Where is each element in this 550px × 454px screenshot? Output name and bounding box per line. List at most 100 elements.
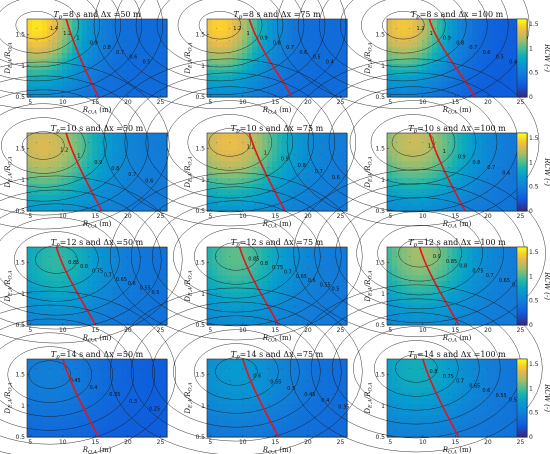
heatmap-cell <box>152 194 158 201</box>
heatmap-cell <box>162 58 168 65</box>
sample-dot <box>88 191 90 193</box>
heatmap-cell <box>222 52 228 59</box>
heatmap-cell <box>152 409 158 416</box>
heatmap-cell <box>232 319 238 326</box>
heatmap-cell <box>87 297 93 304</box>
heatmap-cell <box>287 30 293 37</box>
contour-line <box>0 0 142 96</box>
sample-dot <box>88 280 90 282</box>
heatmap-cell <box>142 381 148 388</box>
heatmap-cell <box>52 313 58 321</box>
heatmap-cell <box>42 403 48 410</box>
heatmap-cell <box>87 247 93 254</box>
heatmap-cell <box>62 35 68 42</box>
heatmap-cell <box>332 280 338 287</box>
heatmap-cell <box>297 319 303 326</box>
heatmap-cell <box>252 302 258 309</box>
heatmap-cell <box>227 431 233 438</box>
heatmap-cell <box>77 313 83 321</box>
contour-line <box>370 114 456 171</box>
heatmap-cell <box>267 205 273 212</box>
heatmap-cell <box>47 381 53 388</box>
heatmap-cell <box>487 172 493 179</box>
heatmap-cell <box>152 269 158 276</box>
heatmap-cell <box>82 398 88 405</box>
heatmap-cell <box>37 414 43 421</box>
heatmap-cell <box>127 269 133 276</box>
heatmap-cell <box>447 280 453 287</box>
heatmap-cell <box>252 63 258 70</box>
heatmap-cell <box>52 205 58 212</box>
heatmap-cell <box>237 149 243 156</box>
heatmap-cell <box>417 280 423 287</box>
y-tick-label: 1 <box>21 63 25 70</box>
heatmap-cell <box>482 52 488 59</box>
heatmap-cell <box>397 319 403 326</box>
heatmap-cell <box>52 69 58 76</box>
heatmap-cell <box>327 205 333 212</box>
heatmap-cell <box>142 398 148 405</box>
heatmap-cell <box>152 414 158 421</box>
heatmap-cell <box>342 188 348 195</box>
heatmap-cell <box>452 205 458 212</box>
contour-line <box>0 189 162 330</box>
heatmap-cell <box>512 46 518 54</box>
heatmap-cell <box>162 80 168 87</box>
heatmap-cell <box>222 247 228 254</box>
heatmap-cell <box>472 46 478 54</box>
heatmap-cell <box>157 194 163 201</box>
heatmap-cell <box>212 30 218 37</box>
heatmap-cell <box>67 247 73 254</box>
sample-dot <box>216 65 218 67</box>
heatmap-cell <box>432 166 438 173</box>
heatmap-cell <box>467 194 473 201</box>
heatmap-cell <box>27 149 33 156</box>
heatmap-cell <box>502 258 508 265</box>
heatmap-cell <box>427 69 433 76</box>
heatmap-cell <box>297 183 303 190</box>
heatmap-cell <box>332 172 338 179</box>
heatmap-cell <box>107 370 113 377</box>
sample-dot <box>114 52 116 54</box>
heatmap-cell <box>327 144 333 151</box>
contour-label: 0.85 <box>446 259 457 265</box>
heatmap-cell <box>457 205 463 212</box>
heatmap-cell <box>497 172 503 179</box>
heatmap-cell <box>407 258 413 265</box>
heatmap-cell <box>457 58 463 65</box>
sample-dot <box>448 65 450 67</box>
sample-dot <box>49 154 51 156</box>
sample-dot <box>255 293 257 295</box>
heatmap-cell <box>222 302 228 309</box>
sample-dot <box>36 293 38 295</box>
heatmap-cell <box>207 30 213 37</box>
heatmap-cell <box>467 30 473 37</box>
heatmap-cell <box>432 138 438 145</box>
heatmap-cell <box>232 41 238 48</box>
sample-dot <box>88 392 90 394</box>
heatmap-cell <box>37 74 43 81</box>
heatmap-cell <box>397 46 403 54</box>
heatmap-cell <box>472 247 478 254</box>
heatmap-cell <box>497 269 503 276</box>
heatmap-cell <box>122 258 128 265</box>
heatmap-cell <box>267 52 273 59</box>
heatmap-cell <box>392 69 398 76</box>
contour-label: 0.5 <box>143 59 151 65</box>
heatmap-cell <box>457 199 463 207</box>
heatmap-cell <box>337 183 343 190</box>
heatmap-cell <box>392 30 398 37</box>
heatmap-cell <box>37 409 43 416</box>
sample-dot <box>500 204 502 206</box>
sample-dot <box>114 77 116 79</box>
heatmap-cell <box>217 252 223 259</box>
heatmap-cell <box>32 41 38 48</box>
heatmap-cell <box>307 19 313 26</box>
heatmap-cell <box>27 431 33 438</box>
heatmap-cell <box>512 199 518 207</box>
heatmap-cell <box>287 274 293 282</box>
heatmap-cell <box>72 431 78 438</box>
heatmap-cell <box>267 155 273 162</box>
heatmap-cell <box>467 199 473 207</box>
heatmap-cell <box>492 35 498 42</box>
